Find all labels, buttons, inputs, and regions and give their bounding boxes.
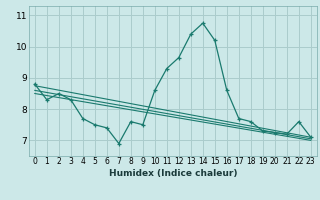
X-axis label: Humidex (Indice chaleur): Humidex (Indice chaleur) xyxy=(108,169,237,178)
